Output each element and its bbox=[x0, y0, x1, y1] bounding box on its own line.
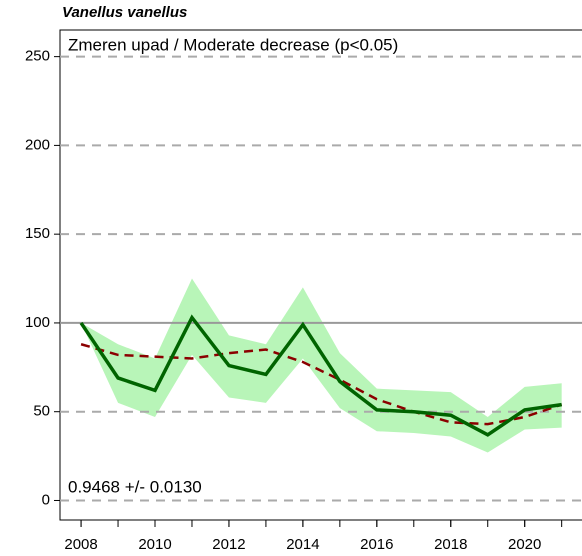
index-line bbox=[79, 314, 562, 437]
chart-subtitle: Zmeren upad / Moderate decrease (p<0.05) bbox=[68, 35, 398, 54]
x-tick-label: 2018 bbox=[434, 536, 467, 553]
x-tick-label: 2016 bbox=[360, 536, 393, 553]
y-tick-label: 50 bbox=[33, 403, 50, 420]
confidence-band bbox=[81, 278, 562, 453]
x-tick-label: 2010 bbox=[138, 536, 171, 553]
y-tick-label: 0 bbox=[42, 491, 50, 508]
annotation: 0.9468 +/- 0.0130 bbox=[68, 477, 202, 496]
x-tick-label: 2014 bbox=[286, 536, 319, 553]
y-tick-label: 150 bbox=[25, 225, 50, 242]
x-tick-label: 2008 bbox=[64, 536, 97, 553]
chart-title: Vanellus vanellus bbox=[62, 4, 187, 21]
y-tick-label: 250 bbox=[25, 48, 50, 65]
x-tick-label: 2012 bbox=[212, 536, 245, 553]
x-tick-label: 2020 bbox=[508, 536, 541, 553]
plot-frame bbox=[59, 29, 582, 521]
y-tick-label: 100 bbox=[25, 314, 50, 331]
trend-line bbox=[80, 343, 563, 426]
y-tick-label: 200 bbox=[25, 136, 50, 153]
